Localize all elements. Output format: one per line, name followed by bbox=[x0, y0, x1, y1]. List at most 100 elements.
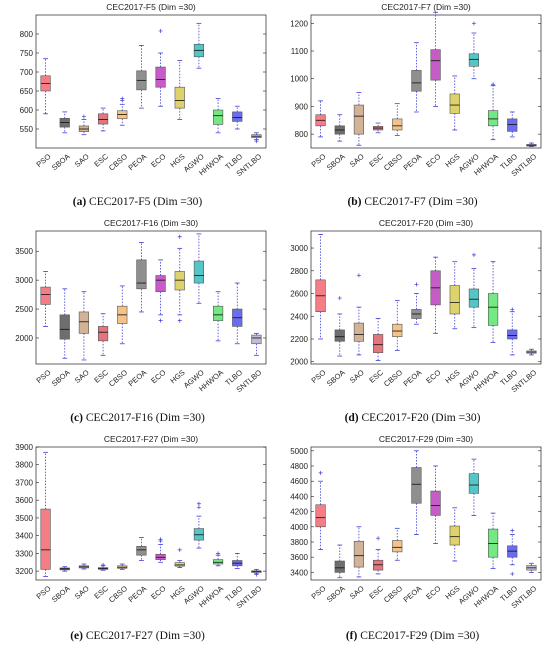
y-tick-label: 800 bbox=[20, 30, 34, 39]
box-hgs bbox=[449, 507, 460, 562]
x-tick-label: SAO bbox=[348, 584, 366, 601]
box-body bbox=[468, 473, 480, 494]
outlier-mark bbox=[414, 282, 419, 287]
box-body bbox=[155, 275, 166, 293]
outlier-mark bbox=[510, 307, 515, 312]
box-body bbox=[468, 288, 480, 308]
box-esc bbox=[97, 313, 109, 356]
box-esc bbox=[372, 536, 384, 575]
box-body bbox=[315, 504, 326, 528]
box-hhwoa bbox=[212, 98, 224, 134]
y-tick-label: 2400 bbox=[290, 312, 308, 321]
y-tick-label: 3500 bbox=[15, 514, 33, 523]
outlier-mark bbox=[81, 114, 86, 119]
x-tick-label: SBOA bbox=[50, 152, 72, 172]
y-tick-label: 3600 bbox=[15, 496, 33, 505]
outlier-mark bbox=[196, 501, 201, 506]
box-body bbox=[174, 562, 185, 567]
outlier-mark bbox=[196, 505, 201, 510]
chart-title: CEC2017-F27 (Dim =30) bbox=[104, 434, 198, 444]
box-sntlbo bbox=[526, 348, 537, 356]
caption-f29: (f) CEC2017-F29 (Dim =30) bbox=[275, 630, 550, 642]
caption-tag: (e) bbox=[70, 630, 83, 642]
x-tick-label: CBSO bbox=[382, 152, 404, 173]
caption-text: CEC2017-F5 (Dim =30) bbox=[89, 196, 203, 208]
box-agwo bbox=[193, 22, 205, 69]
caption-f5: (a) CEC2017-F5 (Dim =30) bbox=[0, 196, 275, 208]
box-body bbox=[392, 323, 403, 338]
box-body bbox=[487, 293, 499, 326]
x-tick-label: CBSO bbox=[107, 368, 129, 389]
y-tick-label: 3500 bbox=[15, 247, 33, 256]
caption-f27: (e) CEC2017-F27 (Dim =30) bbox=[0, 630, 275, 642]
y-tick-label: 3700 bbox=[15, 478, 33, 487]
box-body bbox=[193, 260, 205, 284]
box-sntlbo bbox=[251, 132, 262, 144]
x-tick-label: ECO bbox=[424, 584, 442, 601]
box-body bbox=[232, 111, 243, 122]
x-tick-label: ECO bbox=[149, 152, 167, 169]
x-tick-label: CBSO bbox=[107, 152, 129, 173]
y-tick-label: 2600 bbox=[290, 290, 308, 299]
caption-f16: (c) CEC2017-F16 (Dim =30) bbox=[0, 412, 275, 424]
box-peoa bbox=[411, 450, 422, 535]
outlier-mark bbox=[471, 21, 476, 26]
box-tlbo bbox=[232, 553, 243, 569]
x-tick-label: SBOA bbox=[325, 584, 347, 604]
box-body bbox=[193, 528, 205, 541]
box-sboa bbox=[334, 544, 345, 579]
outlier-mark bbox=[471, 252, 476, 257]
box-hhwoa bbox=[212, 551, 224, 567]
box-hhwoa bbox=[487, 82, 499, 141]
box-cbso bbox=[392, 527, 403, 561]
box-pso bbox=[315, 470, 326, 550]
box-hgs bbox=[174, 60, 185, 120]
x-tick-label: SAO bbox=[73, 368, 91, 385]
box-eco bbox=[155, 537, 166, 563]
box-peoa bbox=[411, 282, 422, 325]
box-hgs bbox=[174, 234, 185, 323]
caption-text: CEC2017-F29 (Dim =30) bbox=[360, 630, 480, 642]
x-tick-label: CBSO bbox=[382, 368, 404, 389]
x-tick-label: SBOA bbox=[50, 368, 72, 388]
caption-tag: (c) bbox=[70, 412, 83, 424]
box-body bbox=[449, 285, 460, 315]
x-tick-label: PEOA bbox=[402, 368, 424, 388]
y-tick-label: 3800 bbox=[15, 461, 33, 470]
x-tick-label: PEOA bbox=[127, 368, 149, 388]
box-body bbox=[392, 540, 403, 553]
plot-area bbox=[35, 446, 267, 581]
y-tick-label: 1200 bbox=[290, 19, 308, 28]
chart-f5: CEC2017-F5 (Dim =30)550600650700750800PS… bbox=[20, 2, 267, 178]
box-sntlbo bbox=[251, 332, 262, 356]
y-tick-label: 4000 bbox=[290, 523, 308, 532]
box-eco bbox=[155, 28, 166, 107]
chart-f7: CEC2017-F7 (Dim =30)800900100011001200PS… bbox=[290, 2, 542, 178]
caption-f7: (b) CEC2017-F7 (Dim =30) bbox=[275, 196, 550, 208]
box-body bbox=[155, 66, 166, 88]
box-body bbox=[212, 559, 224, 565]
box-body bbox=[411, 70, 422, 92]
y-tick-label: 1100 bbox=[291, 47, 309, 56]
outlier-mark bbox=[158, 318, 163, 323]
box-sao bbox=[78, 291, 90, 361]
chart-f16: CEC2017-F16 (Dim =30)2000250030003500PSO… bbox=[15, 218, 267, 394]
box-esc bbox=[372, 318, 384, 361]
y-tick-label: 3600 bbox=[290, 553, 308, 562]
box-hgs bbox=[449, 261, 460, 330]
x-tick-label: SAO bbox=[348, 368, 366, 385]
y-tick-label: 3000 bbox=[15, 276, 33, 285]
outlier-mark bbox=[510, 528, 515, 533]
box-body bbox=[372, 334, 384, 353]
box-hgs bbox=[174, 547, 185, 568]
box-body bbox=[212, 109, 224, 125]
outlier-mark bbox=[177, 234, 182, 239]
box-tlbo bbox=[507, 307, 518, 356]
outlier-mark bbox=[254, 572, 259, 577]
box-pso bbox=[315, 100, 326, 138]
outlier-mark bbox=[491, 82, 496, 87]
outlier-mark bbox=[120, 96, 125, 101]
x-tick-label: SAO bbox=[348, 152, 366, 169]
caption-tag: (f) bbox=[345, 630, 358, 642]
plot-area bbox=[35, 230, 267, 365]
